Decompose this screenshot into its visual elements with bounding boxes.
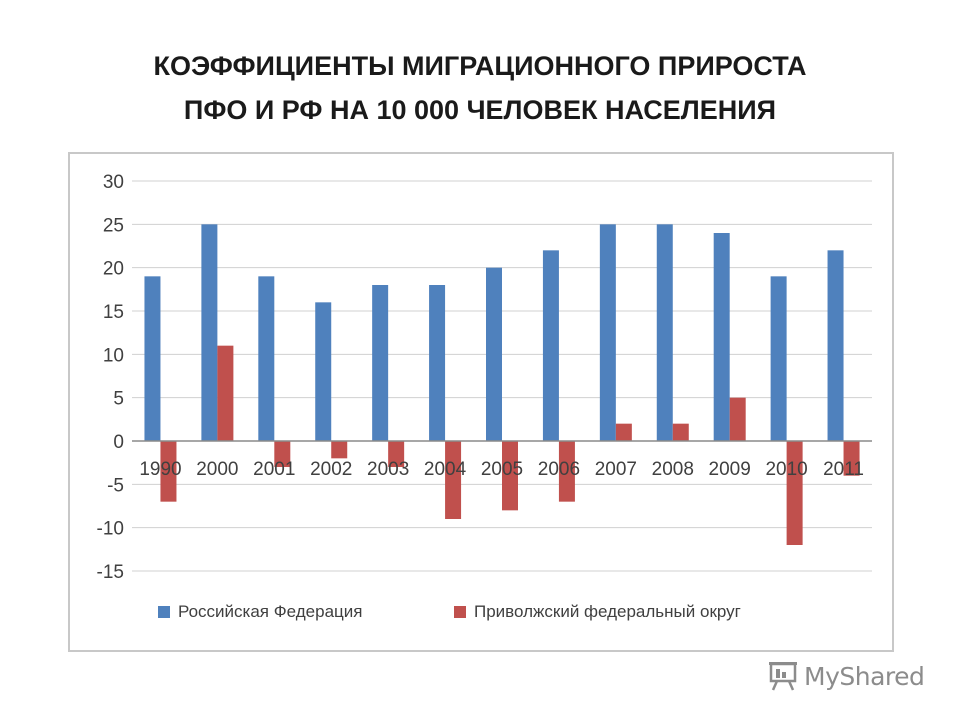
x-tick-label: 2002 xyxy=(310,459,352,480)
chart-frame: 30 25 20 15 10 5 0 -5 -10 -15 1990 2000 2001 2002 200… xyxy=(68,152,894,652)
x-tick-label: 2000 xyxy=(196,459,238,480)
y-tick-label: 5 xyxy=(113,389,124,410)
bar-pfo xyxy=(615,423,632,441)
bar-pfo xyxy=(729,397,746,441)
bar-pfo xyxy=(558,441,575,502)
x-tick-label: 1990 xyxy=(139,459,181,480)
legend-swatch-pfo xyxy=(454,606,466,618)
x-tick-label: 2004 xyxy=(424,459,467,480)
y-tick-label: 10 xyxy=(103,345,124,366)
x-tick-label: 2010 xyxy=(765,459,807,480)
bar-pfo xyxy=(786,441,803,545)
bar-chart: 30 25 20 15 10 5 0 -5 -10 -15 1990 2000 2001 2002 200… xyxy=(97,172,872,621)
title-line-2: ПФО И РФ НА 10 000 ЧЕЛОВЕК НАСЕЛЕНИЯ xyxy=(183,95,777,125)
bar-rf xyxy=(827,250,844,441)
bar-pfo xyxy=(331,441,348,459)
watermark: MyShared xyxy=(768,656,938,696)
x-tick-label: 2011 xyxy=(823,459,864,480)
x-tick-label: 2009 xyxy=(709,459,751,480)
bar-rf xyxy=(201,224,218,441)
x-tick-label: 2007 xyxy=(595,459,637,480)
x-tick-label: 2006 xyxy=(538,459,580,480)
title-line-1: КОЭФФИЦИЕНТЫ МИГРАЦИОННОГО ПРИРОСТА xyxy=(153,51,807,81)
y-tick-label: 30 xyxy=(103,172,124,193)
bar-rf xyxy=(429,285,446,441)
bar-pfo xyxy=(502,441,518,511)
bar-rf xyxy=(144,276,161,441)
y-tick-label: 25 xyxy=(103,215,124,236)
bar-pfo xyxy=(672,423,689,441)
bar-pfo xyxy=(217,345,234,441)
legend-swatch-rf xyxy=(158,606,170,618)
bar-rf xyxy=(486,267,502,441)
x-tick-label: 2005 xyxy=(481,459,523,480)
y-tick-label: -5 xyxy=(107,475,124,496)
bar-rf xyxy=(770,276,787,441)
slide-title: КОЭФФИЦИЕНТЫ МИГРАЦИОННОГО ПРИРОСТА ПФО … xyxy=(0,44,960,132)
y-tick-label: 15 xyxy=(103,302,124,323)
y-tick-label: 20 xyxy=(103,259,124,280)
y-tick-label: -10 xyxy=(97,519,124,540)
bar-pfo xyxy=(160,441,177,502)
bar-rf xyxy=(372,285,389,441)
bar-rf xyxy=(599,224,616,441)
y-tick-label: -15 xyxy=(97,562,124,583)
x-tick-label: 2003 xyxy=(367,459,409,480)
bar-pfo xyxy=(274,441,291,467)
bar-pfo xyxy=(843,441,860,476)
bar-pfo xyxy=(445,441,462,519)
x-tick-label: 2001 xyxy=(253,459,295,480)
bar-rf xyxy=(656,224,673,441)
bar-rf xyxy=(713,233,730,441)
legend-label-rf: Российская Федерация xyxy=(178,602,362,621)
presentation-board-icon xyxy=(769,662,797,691)
y-tick-label: 0 xyxy=(113,432,124,453)
watermark-text: MyShared xyxy=(804,661,925,691)
x-tick-label: 2008 xyxy=(652,459,694,480)
legend-label-pfo: Приволжский федеральный округ xyxy=(474,602,741,621)
bar-pfo xyxy=(388,441,405,467)
bar-rf xyxy=(315,302,332,441)
bar-rf xyxy=(258,276,275,441)
bar-rf xyxy=(542,250,559,441)
